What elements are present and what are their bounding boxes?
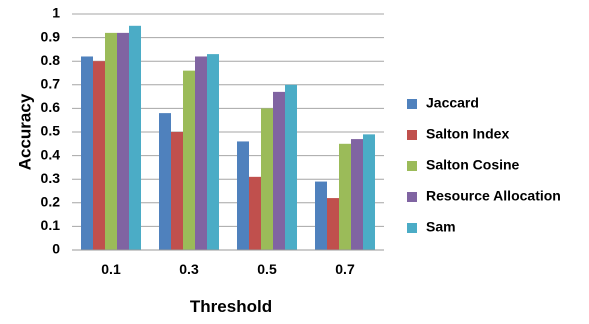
legend-swatch: [407, 192, 417, 202]
bar-resource-allocation-0.7: [351, 139, 363, 250]
y-tick-label: 0.8: [41, 52, 61, 68]
bars: [81, 25, 375, 251]
x-tick-label: 0.5: [257, 261, 277, 277]
y-axis-label: Accuracy: [15, 93, 34, 170]
y-tick-label: 0.4: [41, 146, 61, 162]
x-tick-label: 0.1: [101, 261, 121, 277]
bar-salton-index-0.1: [93, 61, 105, 251]
y-tick-label: 0.1: [41, 217, 61, 233]
legend-label: Jaccard: [426, 95, 479, 111]
bar-salton-cosine-0.7: [339, 143, 351, 250]
legend-label: Salton Index: [426, 126, 509, 142]
y-tick-label: 0.2: [41, 194, 61, 210]
y-tick-label: 0.5: [41, 123, 61, 139]
y-tick-label: 0.7: [41, 76, 61, 92]
bar-salton-index-0.5: [249, 176, 261, 250]
legend-label: Sam: [426, 219, 456, 235]
legend-swatch: [407, 161, 417, 171]
legend-label: Resource Allocation: [426, 188, 561, 204]
y-tick-label: 1: [52, 5, 60, 21]
y-tick-labels: 0 0.1 0.2 0.3 0.4 0.5 0.6 0.7 0.8 0.9 1: [41, 5, 61, 257]
y-tick-label: 0.3: [41, 170, 61, 186]
bar-salton-cosine-0.1: [105, 32, 117, 250]
bar-sam-0.3: [207, 54, 219, 251]
bar-jaccard-0.5: [237, 141, 249, 250]
bar-jaccard-0.1: [81, 56, 93, 251]
x-tick-label: 0.3: [179, 261, 199, 277]
bar-sam-0.7: [363, 134, 375, 250]
y-tick-label: 0.6: [41, 99, 61, 115]
bar-salton-cosine-0.5: [261, 108, 273, 251]
bar-salton-index-0.7: [327, 198, 339, 250]
bar-sam-0.5: [285, 84, 297, 250]
bar-jaccard-0.7: [315, 181, 327, 250]
legend-label: Salton Cosine: [426, 157, 520, 173]
bar-resource-allocation-0.5: [273, 91, 285, 250]
bar-salton-index-0.3: [171, 132, 183, 250]
y-tick-label: 0.9: [41, 28, 61, 44]
x-tick-label: 0.7: [335, 261, 355, 277]
legend: Jaccard Salton Index Salton Cosine Resource…: [407, 95, 561, 235]
bar-salton-cosine-0.3: [183, 70, 195, 250]
legend-swatch: [407, 223, 417, 233]
y-tick-label: 0: [52, 241, 60, 257]
bar-jaccard-0.3: [159, 113, 171, 251]
x-axis-label: Threshold: [190, 297, 272, 316]
legend-swatch: [407, 99, 417, 109]
bar-resource-allocation-0.3: [195, 56, 207, 251]
bar-sam-0.1: [129, 25, 141, 250]
bar-resource-allocation-0.1: [117, 32, 129, 250]
x-tick-labels: 0.1 0.3 0.5 0.7: [101, 261, 355, 277]
legend-swatch: [407, 130, 417, 140]
